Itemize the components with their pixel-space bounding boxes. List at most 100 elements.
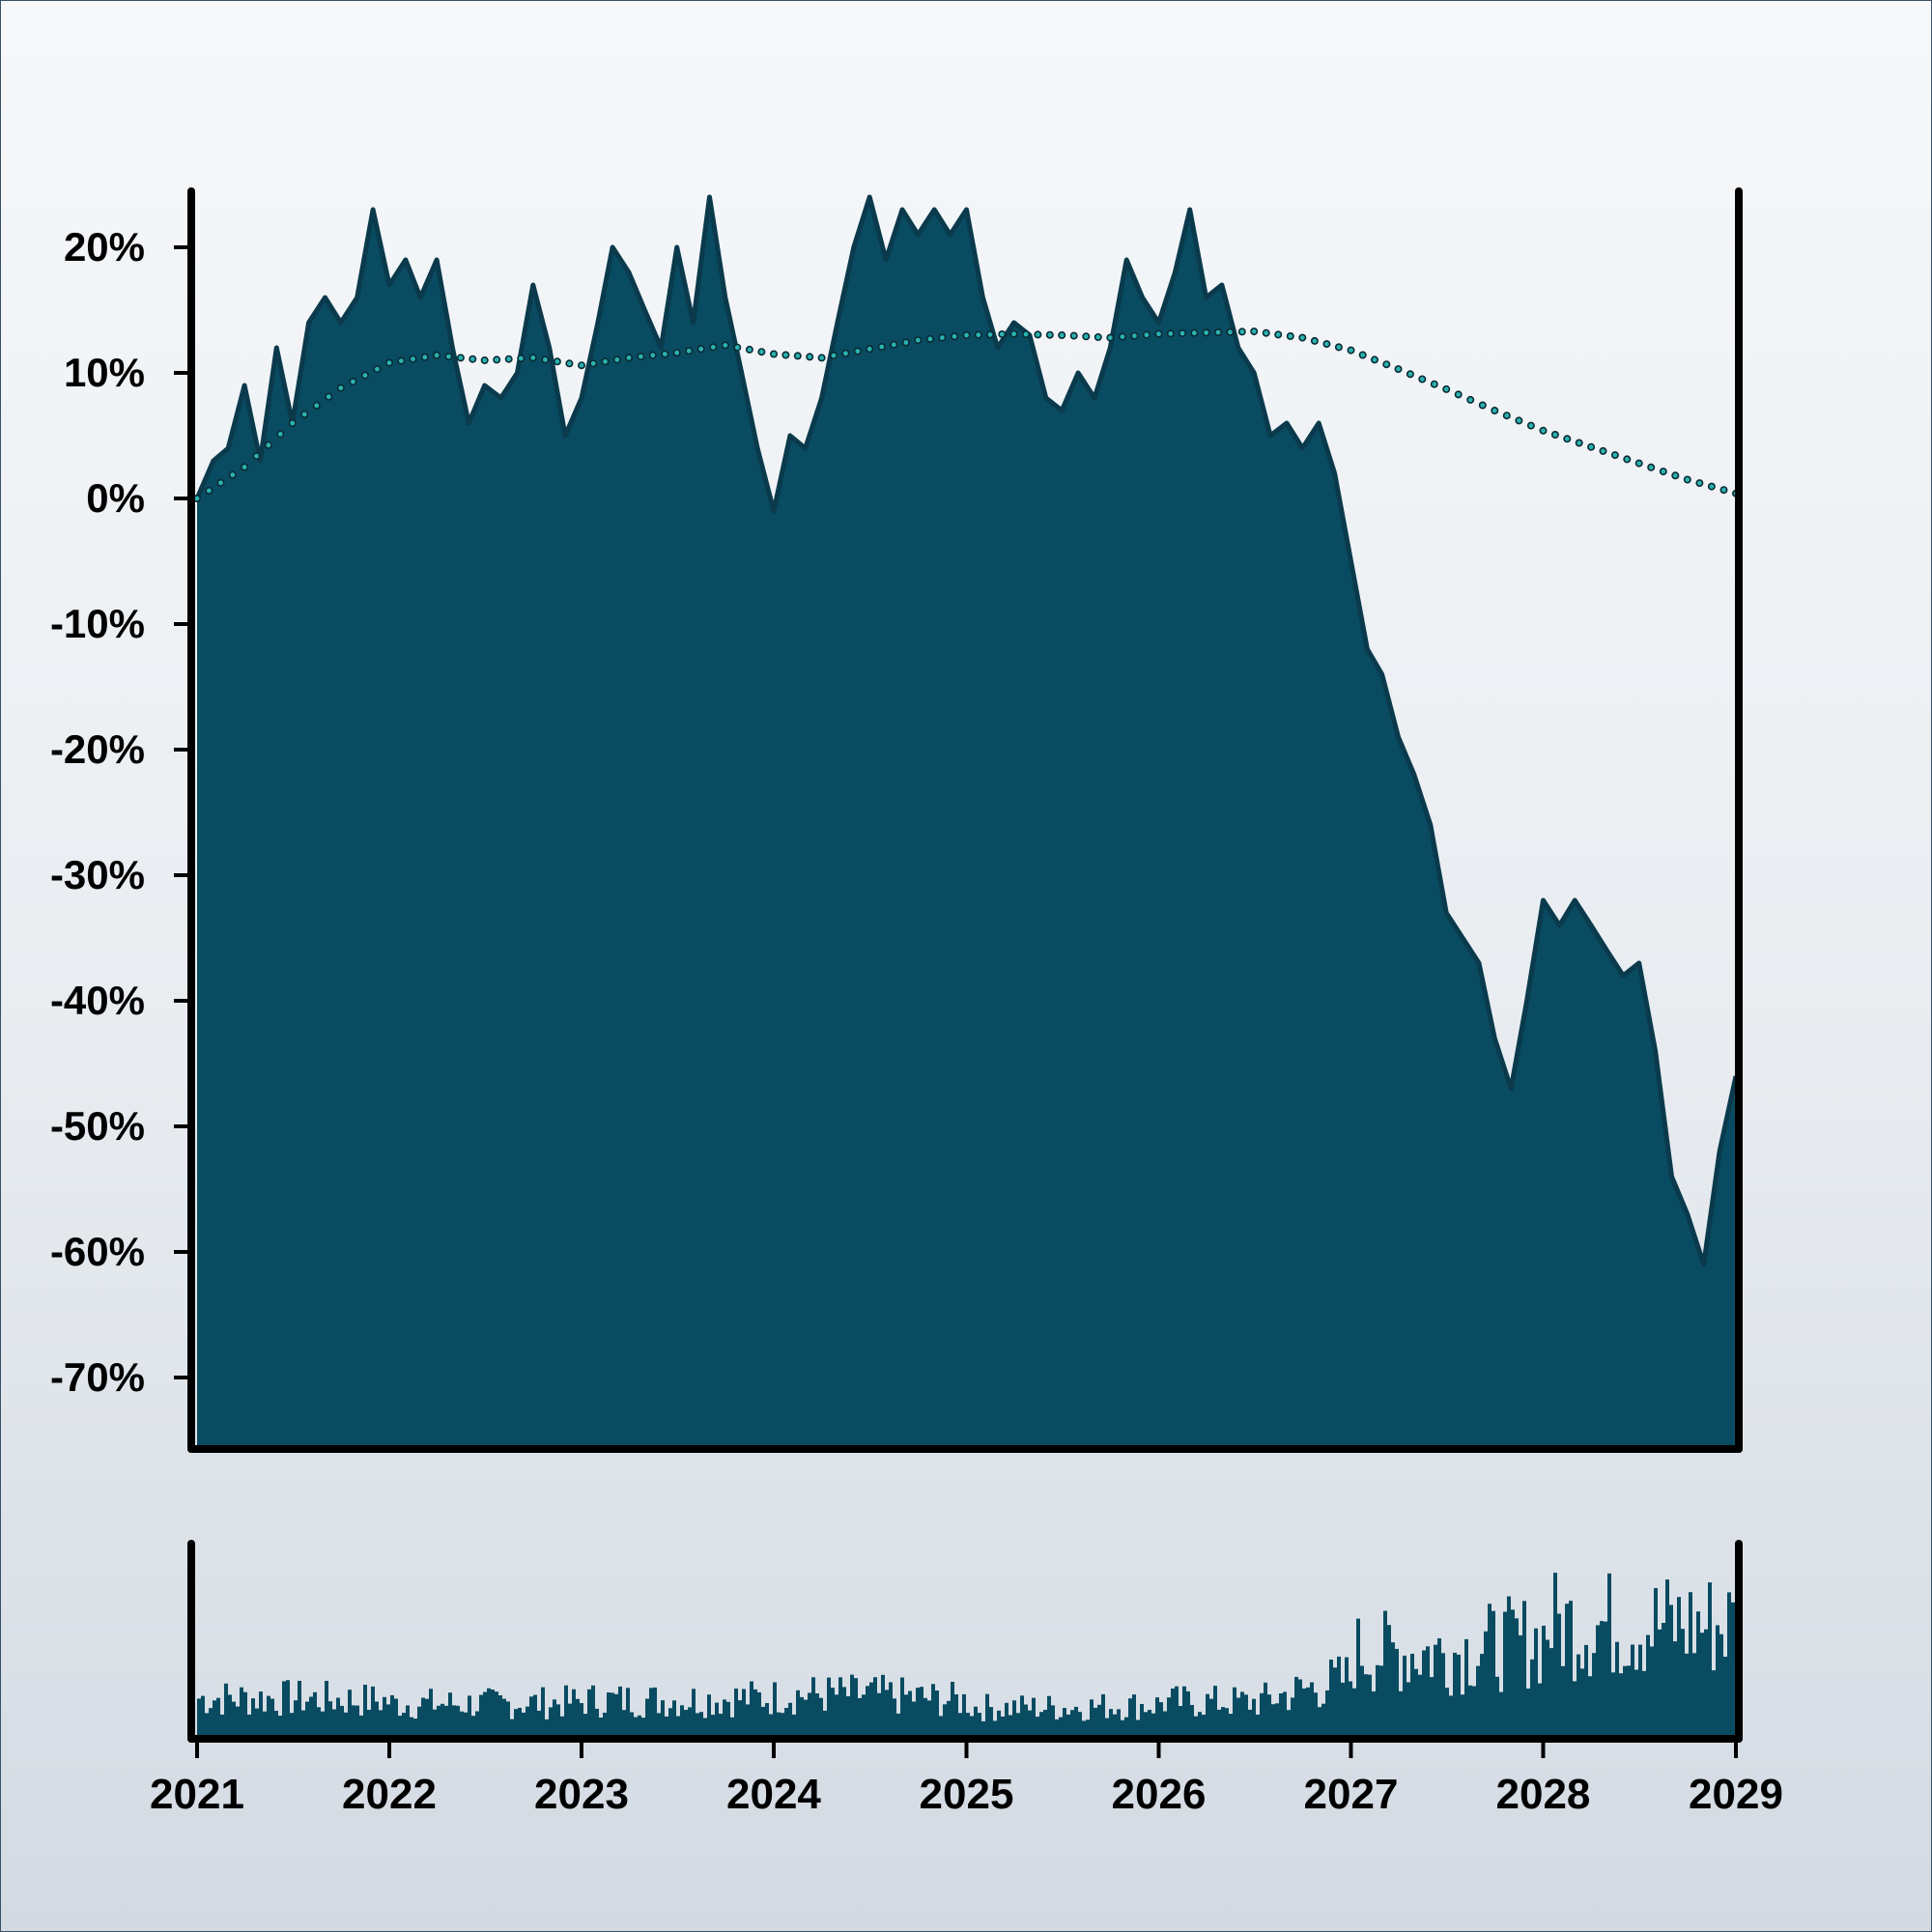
volume-bar [1503,1611,1507,1735]
volume-bar [1333,1667,1337,1735]
volume-bar [398,1716,402,1735]
trend-dot [938,333,947,342]
volume-bar [1515,1618,1519,1735]
volume-bar [1623,1665,1627,1735]
volume-bar [1406,1682,1410,1735]
volume-bar [1476,1665,1480,1735]
volume-bar [1654,1588,1658,1735]
volume-bar [340,1705,344,1735]
volume-bar [1634,1669,1638,1735]
volume-bar [997,1710,1001,1735]
volume-bar [1573,1681,1577,1735]
volume-bar [243,1691,247,1735]
volume-bar [1101,1693,1105,1735]
volume-bar [981,1720,985,1735]
volume-bar [440,1703,444,1735]
volume-bar [510,1719,514,1735]
volume-bar [247,1714,251,1735]
trend-dot [589,359,598,368]
y-tick-label: -60% [50,1229,145,1274]
trend-dot [1515,416,1523,425]
volume-bar [885,1690,889,1735]
trend-dot [1623,455,1632,464]
volume-bar [784,1708,788,1735]
x-tick-label: 2022 [342,1771,437,1818]
volume-bar [769,1714,773,1735]
volume-bar [1202,1715,1206,1735]
trend-dot [264,440,272,449]
y-tick-label: 0% [86,475,145,521]
trend-dot [360,371,369,380]
volume-bar [1588,1676,1592,1735]
volume-bar [1557,1613,1561,1735]
volume-bar [1066,1714,1070,1735]
volume-bar [823,1710,827,1735]
trend-dot [1069,331,1078,340]
volume-bar [970,1716,974,1735]
volume-bar [1434,1644,1437,1735]
volume-bar [1391,1642,1395,1735]
volume-bar [309,1696,313,1735]
volume-bar [1538,1683,1542,1735]
volume-bar [1345,1657,1349,1735]
volume-bar [866,1686,869,1735]
volume-bar [1600,1621,1604,1735]
volume-bar [240,1687,243,1735]
volume-bar [522,1712,526,1735]
volume-bar [1631,1644,1634,1735]
trend-dot [577,361,585,370]
volume-bar [1569,1601,1573,1735]
trend-dot [696,345,705,354]
volume-bar [1627,1665,1631,1735]
volume-bar [274,1711,278,1735]
volume-bar [495,1691,498,1735]
trend-dot [1406,370,1414,379]
volume-bar [576,1698,580,1735]
volume-bar [1704,1629,1708,1735]
volume-bar [1379,1665,1383,1735]
volume-bar [1731,1602,1735,1735]
volume-bar [1124,1717,1128,1735]
volume-bar [954,1694,958,1735]
trend-dot [998,329,1007,338]
trend-dot [1442,384,1451,393]
volume-bar [846,1696,850,1735]
volume-bar [1430,1677,1434,1735]
volume-bar [808,1692,811,1735]
volume-bar [916,1688,920,1735]
volume-bar [305,1701,309,1735]
volume-bar [1607,1573,1611,1735]
volume-bar [777,1712,781,1735]
volume-bar [220,1714,224,1735]
trend-dot [1118,332,1126,341]
trend-dot [1454,390,1463,399]
trend-dot [1214,328,1223,337]
volume-bar [1662,1623,1665,1735]
volume-bar [1681,1629,1685,1735]
volume-bar [819,1697,823,1735]
volume-bar [726,1701,730,1735]
volume-bar [1685,1653,1689,1735]
volume-bar [1511,1609,1515,1735]
volume-bar [1492,1610,1495,1735]
trend-dot [950,332,958,341]
volume-bar [1611,1672,1615,1735]
volume-bar [1314,1692,1318,1735]
volume-bar [1716,1625,1719,1735]
volume-bar [881,1674,885,1735]
volume-bar [1669,1605,1673,1735]
volume-bar [811,1677,815,1735]
volume-bar [1418,1674,1422,1735]
trend-dot [1695,479,1704,488]
volume-bar [1376,1664,1379,1735]
y-tick-label: 10% [64,350,145,395]
x-tick-label: 2029 [1689,1771,1783,1818]
volume-bar [406,1705,410,1735]
trend-dot [349,378,357,386]
volume-bar [1546,1639,1549,1735]
volume-bar [483,1691,487,1735]
volume-bar [873,1677,877,1735]
trend-dot [1286,331,1294,340]
volume-bars [197,1573,1735,1735]
volume-bar [545,1719,549,1735]
